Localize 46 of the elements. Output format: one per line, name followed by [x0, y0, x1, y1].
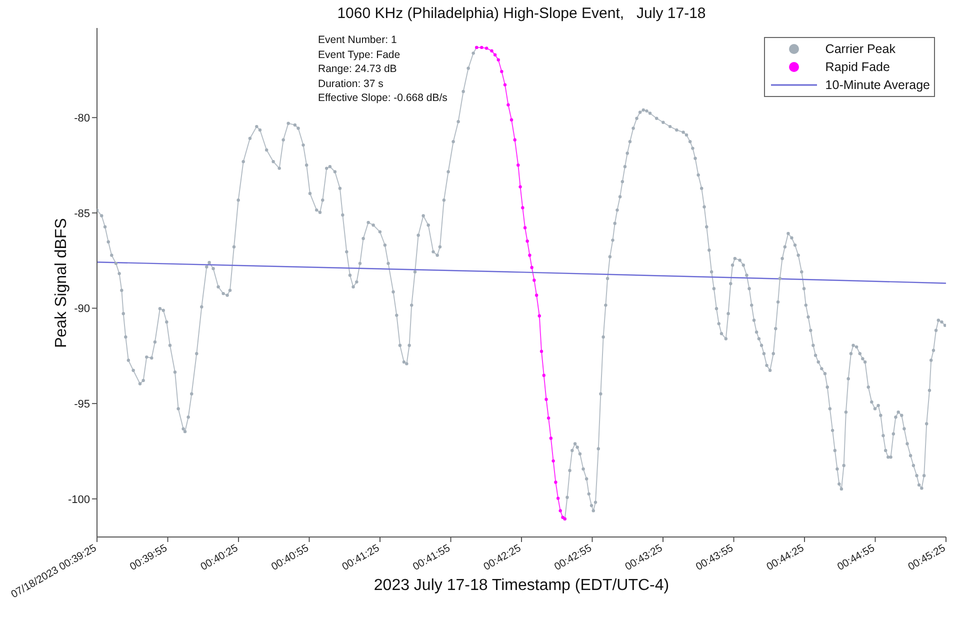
legend-label: Rapid Fade	[825, 60, 890, 74]
point	[554, 480, 558, 484]
point	[500, 70, 504, 74]
point	[506, 103, 510, 106]
point	[530, 266, 534, 270]
y-tick-label: -90	[74, 303, 90, 316]
annotation: Range: 24.73 dB	[318, 62, 398, 76]
x-axis-title: 2023 July 17-18 Timestamp (EDT/UTC-4)	[372, 577, 670, 595]
point	[480, 46, 484, 50]
point	[516, 163, 520, 167]
annotation: Duration: 37 s	[318, 76, 384, 91]
point	[538, 314, 541, 318]
annotation: Event Number: 1	[318, 33, 398, 48]
point	[552, 459, 555, 463]
point	[523, 226, 527, 230]
point	[549, 436, 553, 440]
legend-label: Carrier Peak	[825, 42, 896, 56]
annotation: Event Type: Fade	[318, 48, 402, 62]
point	[534, 294, 538, 297]
point	[540, 350, 544, 353]
y-tick-label: -100	[68, 494, 90, 506]
chart-title: 1060 KHz (Philadelphia) High-Slope Event, July 17-18	[336, 5, 707, 22]
point	[484, 46, 488, 50]
point	[513, 138, 516, 142]
y-tick-label: -95	[74, 398, 90, 410]
point	[521, 206, 524, 210]
point	[558, 509, 562, 512]
point	[503, 83, 507, 86]
point	[526, 240, 529, 243]
point	[528, 254, 532, 257]
y-axis-title: Peak Signal dBFS	[53, 218, 71, 348]
point	[542, 374, 546, 377]
y-tick-label: -85	[74, 208, 90, 220]
point	[518, 185, 522, 188]
point	[546, 416, 550, 420]
annotation: Effective Slope: -0.668 dB/s	[318, 91, 448, 106]
point	[490, 49, 494, 52]
y-tick-label: -80	[74, 112, 90, 125]
point	[544, 398, 548, 401]
point	[496, 58, 500, 62]
point	[556, 496, 560, 500]
legend-label: 10-Minute Average	[825, 78, 930, 92]
point	[510, 118, 514, 122]
point	[532, 278, 536, 282]
point	[493, 53, 497, 56]
line-series	[97, 262, 946, 284]
